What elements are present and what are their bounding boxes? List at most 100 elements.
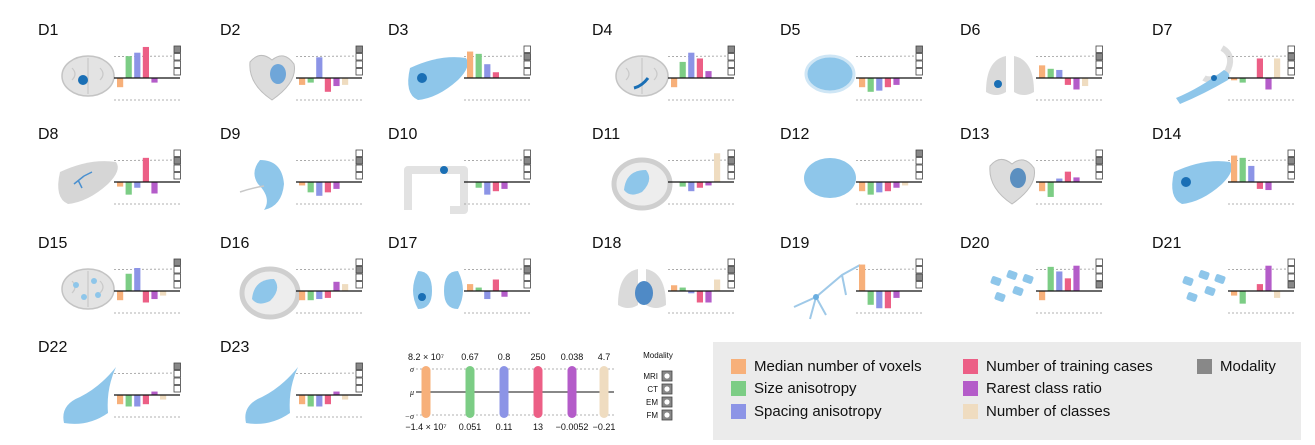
dataset-label: D16 [220,235,250,252]
modality-square-ct [1095,53,1103,61]
modality-square-fm [1287,172,1295,180]
modality-square-em [915,60,923,68]
dataset-label: D20 [960,235,990,252]
kidney-right-icon [444,271,463,309]
organ-icon-brain-hippocampus [615,55,669,97]
modality-square-fm [355,385,363,393]
sigma-gridline [295,268,363,270]
organ-icon-colon [404,166,468,214]
modality-square-fm [727,68,735,76]
modality-square-fm [173,281,181,289]
lesion-icon [81,294,87,300]
dataset-label: D9 [220,126,241,143]
key-bar-size-anisotropy [465,366,475,418]
modality-square-em [1095,273,1103,281]
modality-square-fm [915,68,923,76]
modality-square-em [727,60,735,68]
legend: Median number of voxels Size anisotropy … [713,342,1301,440]
tumor-icon [417,73,427,83]
dataset-label: D22 [38,339,68,356]
bar-spacing-anisotropy [134,268,141,291]
modality-square-ct [727,266,735,274]
organ-icon-neuron [793,264,861,320]
bar-rarest-class-ratio [1073,265,1080,291]
organ-section-icon [252,279,278,304]
bar-median-number-of-voxels [467,284,474,291]
dataset-label: D5 [780,22,801,39]
modality-square-ct [727,53,735,61]
sigma-gridline [1035,268,1103,270]
modality-square-mri [523,45,531,53]
organ-icon-heart [249,55,296,101]
key-bottom-label: 0.11 [496,422,513,432]
bar-size-anisotropy [475,287,482,291]
dataset-label: D14 [1152,126,1182,143]
modality-square-fm [1287,68,1295,76]
bar-size-anisotropy [1239,291,1246,304]
bar-median-number-of-voxels [117,182,124,187]
dataset-panel-d8: D8 [38,126,223,226]
dataset-label: D10 [388,126,418,143]
bar-rarest-class-ratio [893,182,900,188]
legend-swatch-number-of-classes [963,404,978,419]
modality-square-ct [173,157,181,165]
modality-square-mri [173,149,181,157]
modality-square-fm [355,281,363,289]
cell-icon [1204,286,1216,296]
bar-median-number-of-voxels [117,78,124,88]
modality-square-mri [915,149,923,157]
modality-square-fm [727,281,735,289]
dataset-panel-d19: D19 [780,235,965,335]
modality-square-ct [173,53,181,61]
bar-number-of-classes [160,395,167,400]
bar-rarest-class-ratio [501,182,508,189]
modality-square-fm [355,172,363,180]
key-axis-label: −σ [405,412,415,421]
bar-number-of-training-cases [492,182,499,192]
modality-square-em [727,273,735,281]
bar-rarest-class-ratio [333,281,340,291]
bar-size-anisotropy [867,78,874,92]
vessel-icon [239,185,265,193]
dataset-chart [990,258,1103,314]
bar-number-of-training-cases [142,291,149,303]
dataset-panel-d14: D14 [1152,126,1315,226]
sigma-gridline [1227,55,1295,57]
modality-square-em [1287,164,1295,172]
sigma-gridline [463,268,531,270]
bar-rarest-class-ratio [501,291,508,297]
dataset-chart [804,149,923,205]
modality-square-ct [523,157,531,165]
dataset-chart [239,149,363,210]
modality-square-em [523,273,531,281]
bar-number-of-classes [1274,58,1281,78]
dataset-label: D1 [38,22,59,39]
bar-number-of-classes [1274,291,1281,298]
bar-rarest-class-ratio [893,78,900,85]
modality-square-fm [173,68,181,76]
modality-label-mri: MRI [643,372,658,381]
bar-median-number-of-voxels [671,285,678,291]
dataset-label: D6 [960,22,981,39]
cell-icon [1006,270,1018,280]
bar-median-number-of-voxels [859,264,866,291]
bar-size-anisotropy [1047,266,1054,291]
modality-square-em [523,60,531,68]
modality-label-em: EM [646,398,658,407]
organ-icon-kidney [804,158,856,198]
dataset-label: D21 [1152,235,1182,252]
organ-icon [63,367,116,424]
bar-size-anisotropy [307,395,314,407]
cell-icon [1186,292,1198,302]
bar-size-anisotropy [867,182,874,195]
lung-left-icon [618,269,638,308]
dataset-chart [63,362,181,424]
dataset-panel-d6: D6 [960,22,1145,122]
legend-label-voxels: Median number of voxels [754,358,922,375]
bar-number-of-training-cases [1256,58,1263,78]
bar-size-anisotropy [679,61,686,78]
key-bottom-label: 13 [533,422,543,432]
modality-square-mri [173,362,181,370]
modality-square-em [1095,60,1103,68]
key-top-label: 4.7 [598,352,611,362]
